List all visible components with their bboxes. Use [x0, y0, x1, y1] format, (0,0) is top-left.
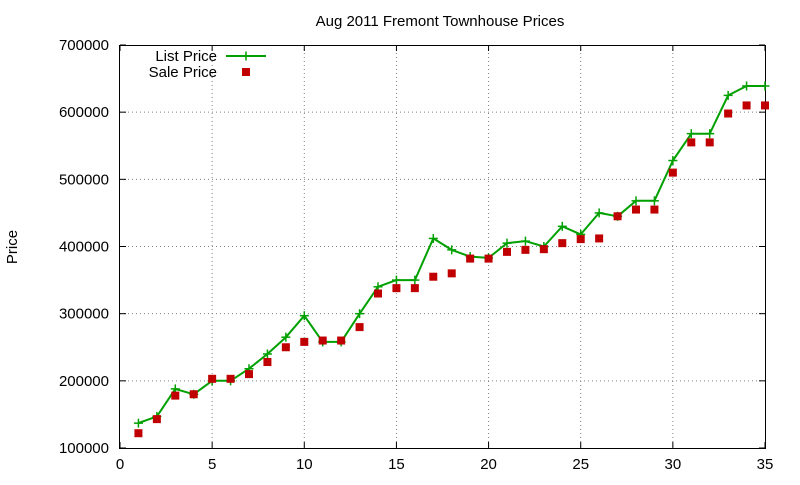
list-price-point — [410, 275, 420, 285]
sale-price-point — [576, 235, 585, 244]
legend-label-sale-price: Sale Price — [149, 64, 217, 81]
x-tick-label: 20 — [480, 456, 497, 473]
sale-price-point — [410, 284, 419, 293]
chart-title: Aug 2011 Fremont Townhouse Prices — [316, 13, 565, 30]
sale-price-point — [705, 138, 714, 147]
sale-price-point — [263, 358, 272, 367]
sale-price-point — [742, 101, 751, 110]
list-price-point — [742, 81, 752, 91]
list-price-line — [138, 85, 765, 425]
legend-swatch-sale-price — [242, 68, 250, 76]
x-tick-label: 5 — [208, 456, 216, 473]
sale-price-point — [503, 247, 511, 256]
x-tick-label: 0 — [116, 456, 124, 473]
sale-price-point — [539, 245, 548, 254]
plot-frame — [119, 45, 766, 449]
y-tick-label: 400000 — [59, 239, 109, 256]
x-tick-label: 35 — [757, 456, 774, 473]
sale-price-point — [558, 239, 567, 248]
list-price-point — [428, 233, 438, 243]
sale-price-point — [152, 415, 161, 424]
list-price-point — [133, 418, 143, 428]
list-price-point — [723, 90, 733, 100]
sale-price-point — [374, 289, 382, 298]
sale-price-point — [595, 234, 604, 243]
sale-price-point — [668, 168, 677, 177]
sale-price-point — [429, 272, 438, 281]
sale-price-point — [521, 245, 530, 254]
sale-price-point — [189, 390, 198, 399]
sale-price-point — [134, 429, 143, 438]
list-price-point — [631, 196, 641, 206]
y-axis-label: Price — [4, 230, 21, 264]
list-price-point — [705, 129, 715, 139]
list-price-point — [447, 245, 457, 255]
x-tick-label: 15 — [388, 456, 405, 473]
sale-price-point — [650, 205, 659, 214]
x-tick-label: 25 — [572, 456, 589, 473]
sale-price-point — [318, 336, 327, 345]
list-price-point — [281, 332, 291, 342]
y-tick-label: 700000 — [59, 37, 109, 54]
y-tick-label: 600000 — [59, 104, 109, 121]
list-price-point — [760, 81, 770, 91]
sale-price-point — [724, 109, 733, 118]
legend: List Price Sale Price — [149, 48, 266, 81]
y-tick-label: 500000 — [59, 171, 109, 188]
list-price-point — [355, 309, 365, 319]
list-price-point — [686, 129, 696, 139]
list-price-point — [391, 275, 401, 285]
sale-price-point — [632, 205, 640, 214]
sale-price-point — [613, 212, 622, 221]
sale-price-point — [300, 337, 309, 346]
series-layer — [133, 81, 770, 438]
list-price-point — [557, 221, 567, 231]
sale-price-point — [245, 370, 253, 379]
x-tick-label: 30 — [665, 456, 682, 473]
list-price-point — [520, 236, 530, 246]
list-price-point — [502, 238, 512, 248]
x-tick-label: 10 — [296, 456, 313, 473]
legend-label-list-price: List Price — [155, 48, 217, 65]
sale-price-point — [355, 323, 364, 332]
sale-price-point — [447, 269, 456, 278]
grid — [120, 45, 765, 448]
y-tick-label: 300000 — [59, 306, 109, 323]
sale-price-point — [761, 101, 769, 110]
sale-price-point — [226, 374, 235, 383]
sale-price-point — [392, 284, 401, 293]
sale-price-point — [281, 343, 290, 352]
list-price-point — [262, 349, 272, 359]
legend-marker-list-price — [241, 51, 251, 61]
y-tick-label: 100000 — [59, 440, 109, 457]
sale-price-point — [171, 391, 180, 400]
list-price-point — [299, 311, 309, 321]
sale-price-point — [208, 374, 217, 383]
list-price-point — [649, 196, 659, 206]
list-price-point — [594, 208, 604, 218]
sale-price-point — [687, 138, 696, 147]
sale-price-point — [337, 336, 346, 345]
list-price-point — [668, 156, 678, 166]
sale-price-point — [466, 254, 475, 263]
axis-ticks: 0 5 10 15 20 25 30 35 100000 200000 300000 400000 50… — [59, 37, 773, 473]
sale-price-point — [484, 254, 493, 263]
y-tick-label: 200000 — [59, 373, 109, 390]
